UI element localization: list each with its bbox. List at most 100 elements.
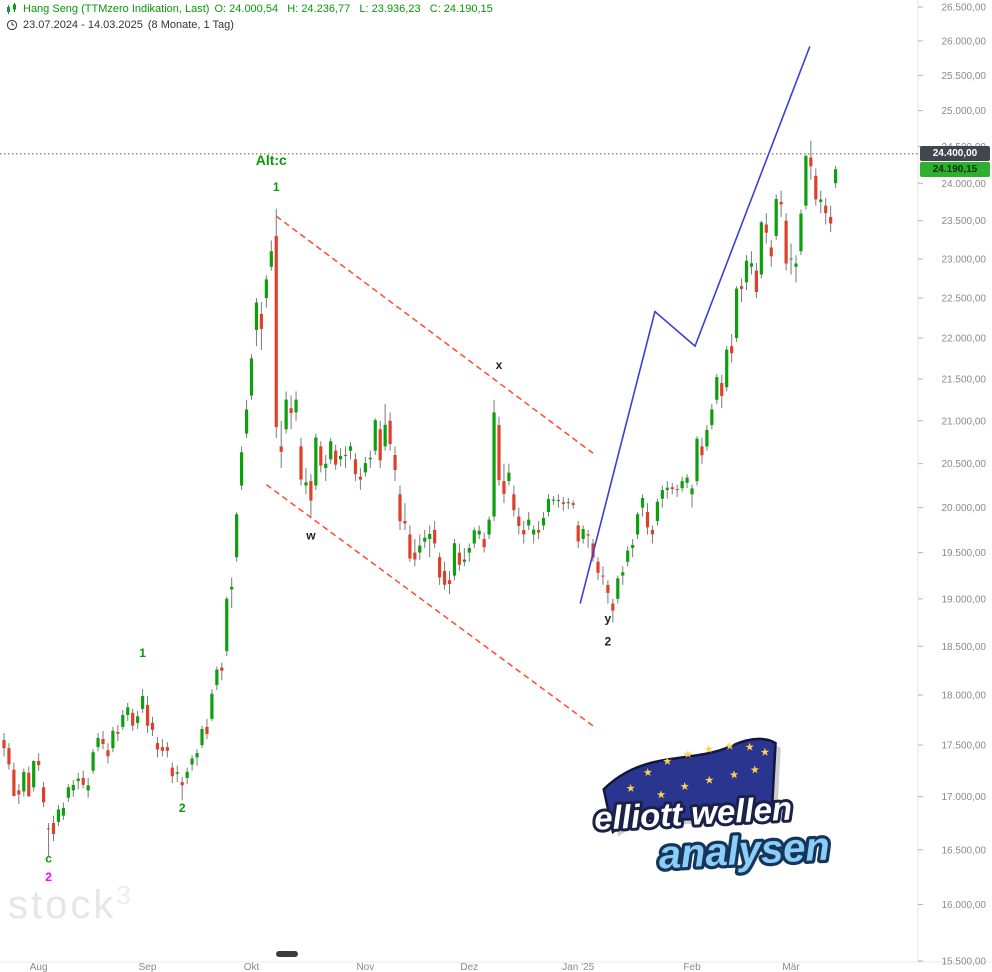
candle (799, 213, 803, 252)
month-label: Mär (782, 962, 800, 972)
candle (433, 529, 437, 544)
candle (86, 785, 90, 791)
price-tick-label: 22.000,00 (942, 334, 987, 345)
candle (626, 550, 630, 562)
candle (76, 778, 80, 782)
candle (244, 409, 249, 434)
candle (46, 828, 51, 830)
candle (730, 346, 734, 354)
month-label: Dez (460, 962, 478, 972)
candle (725, 349, 729, 388)
candle (185, 771, 189, 778)
candle (507, 472, 511, 482)
candle (334, 450, 338, 465)
candle (769, 247, 773, 257)
month-label: Sep (139, 962, 157, 972)
candle (343, 455, 348, 457)
eu-star: ★ (656, 789, 667, 802)
wave-label[interactable]: 2 (605, 634, 612, 648)
candle (413, 552, 417, 560)
candle (660, 490, 664, 499)
candle (754, 270, 758, 292)
projection-line[interactable] (579, 46, 811, 604)
candle (517, 516, 521, 526)
candle (457, 552, 461, 565)
wave-label[interactable]: Alt:c (256, 152, 287, 168)
channel-line[interactable] (265, 484, 594, 727)
candle (160, 747, 164, 751)
eu-star: ★ (704, 743, 715, 756)
wave-label[interactable]: 2 (179, 801, 186, 815)
month-label: Jan '25 (562, 962, 594, 972)
candle (403, 520, 407, 524)
candle (834, 169, 838, 184)
candle (705, 429, 709, 447)
candle (101, 739, 105, 745)
candle (487, 519, 491, 535)
candle (571, 503, 575, 505)
wave-label[interactable]: 1 (273, 180, 280, 194)
eu-star: ★ (750, 764, 761, 777)
candle (829, 216, 833, 224)
candle (546, 498, 551, 513)
candle (784, 220, 788, 264)
wave-label[interactable]: x (496, 358, 503, 372)
candle (378, 429, 382, 461)
symbol-header: Hang Seng (TTMzero Indikation, Last) O: … (6, 3, 493, 15)
price-tick-label: 24.000,00 (942, 179, 987, 190)
candle (462, 559, 466, 562)
candle (22, 771, 26, 792)
price-tick-label: 23.000,00 (942, 254, 987, 265)
candle (645, 512, 650, 528)
candle (720, 383, 724, 396)
price-tick-label: 21.500,00 (942, 374, 987, 385)
wave-label[interactable]: w (305, 528, 316, 542)
month-label: Aug (30, 962, 48, 972)
x-axis-scroll-handle[interactable] (276, 951, 298, 957)
elliott-wellen-analysen-logo: ★★★★ ★ ★ ★ ★★★★ ★ ★ elliott wellen analysen (590, 737, 834, 881)
wave-label[interactable]: y (605, 612, 612, 626)
candle (353, 459, 358, 475)
candle (294, 399, 298, 413)
channel-line[interactable] (275, 215, 594, 454)
candle (339, 455, 343, 460)
price-tick-label: 20.500,00 (942, 459, 987, 470)
candle (393, 455, 397, 471)
candle (685, 477, 689, 483)
candle (96, 738, 100, 748)
candle (254, 302, 259, 330)
candle (373, 420, 377, 451)
candle (789, 258, 793, 260)
logo-text-analysen: analysen (658, 825, 831, 878)
price-tick-label: 18.500,00 (942, 642, 987, 653)
candle (735, 288, 739, 339)
eu-star: ★ (760, 747, 771, 760)
eu-star: ★ (704, 774, 715, 787)
candle (220, 667, 224, 671)
candle (150, 722, 155, 730)
price-tick-label: 16.000,00 (942, 900, 987, 911)
price-tick-label: 18.000,00 (942, 691, 987, 702)
wave-label[interactable]: c (45, 851, 52, 865)
candle (314, 437, 318, 486)
candle (700, 446, 704, 456)
candle (492, 412, 496, 517)
wave-label[interactable]: 1 (139, 646, 146, 660)
price-level-badge[interactable]: 24.400,00 (920, 146, 990, 162)
candle (32, 760, 36, 788)
candle (690, 488, 694, 495)
candle (116, 731, 120, 734)
candle (27, 772, 31, 797)
symbol-title: Hang Seng (TTMzero Indikation, Last) (23, 3, 210, 15)
candle (131, 712, 135, 726)
wave-label[interactable]: 2 (45, 870, 52, 884)
candle (205, 726, 209, 734)
stock3-watermark: stock3 (8, 880, 131, 928)
candle (472, 530, 476, 544)
ohlc-values: O: 24.000,54 H: 24.236,77 L: 23.936,23 C… (214, 3, 493, 15)
candle (37, 760, 41, 766)
price-tick-label: 19.000,00 (942, 594, 987, 605)
